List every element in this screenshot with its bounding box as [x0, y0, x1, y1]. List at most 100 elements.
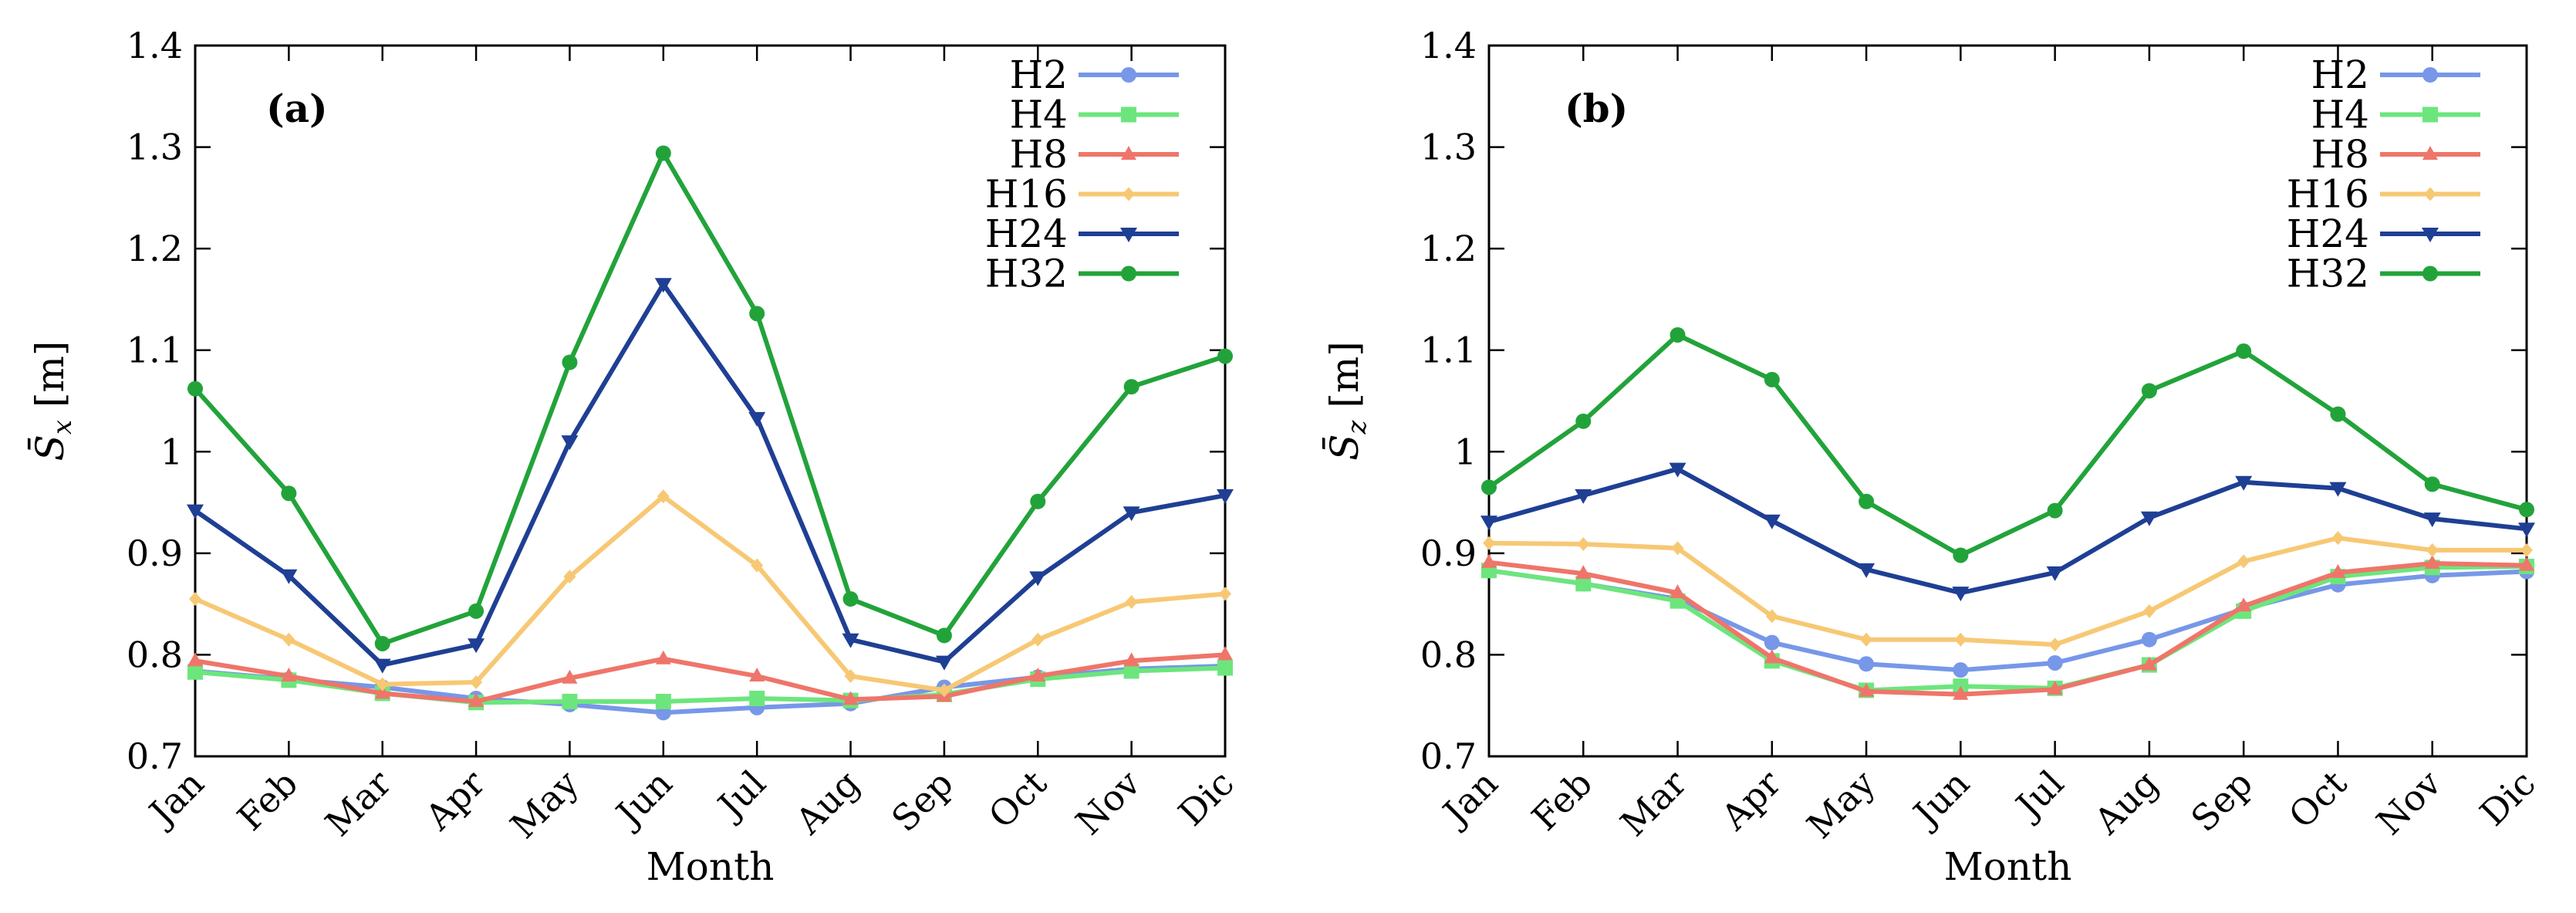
data-point: [2519, 502, 2534, 518]
data-point: [937, 683, 950, 698]
data-point: [2236, 597, 2252, 612]
x-tick-label: Jul: [708, 763, 774, 828]
data-point: [1483, 536, 1495, 550]
data-point: [2424, 555, 2440, 570]
data-point: [1670, 584, 1686, 599]
y-axis-title: S̄z [m]: [1322, 341, 1372, 461]
legend-marker: [2422, 228, 2439, 242]
data-point: [935, 655, 953, 671]
series-line: [1488, 560, 2527, 697]
data-point: [1764, 649, 1780, 664]
data-point: [187, 504, 204, 519]
x-axis-title: Month: [1944, 844, 2072, 889]
data-point: [936, 627, 952, 644]
data-point: [1577, 537, 1590, 552]
plot-frame: [1487, 44, 2528, 758]
y-axis-unit: [m]: [1322, 341, 1367, 420]
x-tick-label: Aug: [787, 763, 867, 843]
data-point: [1764, 634, 1780, 651]
legend-marker: [1121, 146, 1136, 160]
legend-marker: [1120, 228, 1137, 242]
series-line: [194, 652, 1226, 704]
y-tick-label: 0.8: [1420, 634, 1477, 675]
data-point: [468, 692, 484, 707]
data-point: [562, 693, 578, 709]
series-h32: [187, 145, 1233, 651]
series-h8: [187, 646, 1233, 707]
legend-label: H8: [1010, 132, 1068, 177]
y-tick-label: 0.8: [127, 634, 183, 675]
data-point: [563, 570, 576, 584]
data-point: [470, 675, 483, 689]
data-point: [1575, 565, 1592, 580]
data-point: [1219, 587, 1231, 601]
data-point: [2047, 681, 2063, 695]
data-point: [751, 558, 764, 573]
data-point: [2048, 637, 2061, 652]
y-axis-subscript: z: [1342, 419, 1372, 435]
legend-label: H32: [2287, 252, 2369, 296]
y-tick-label: 1.2: [127, 228, 183, 269]
legend-label: H8: [2311, 132, 2369, 177]
legend-label: H16: [2287, 172, 2369, 217]
y-axis-subscript: x: [47, 420, 78, 435]
series-h16: [1483, 531, 2533, 652]
data-point: [1952, 587, 1970, 602]
y-tick-label: 1: [160, 431, 183, 472]
data-point: [655, 650, 671, 664]
legend-label: H2: [1010, 52, 1068, 97]
data-point: [189, 592, 201, 607]
data-point: [1030, 493, 1046, 509]
data-point: [748, 411, 766, 427]
x-tick-label: Feb: [229, 763, 306, 839]
series-h2: [1481, 563, 2534, 678]
legend-marker: [1121, 67, 1136, 83]
x-tick-label: Apr: [417, 763, 493, 839]
data-point: [1954, 632, 1967, 647]
data-point: [1763, 514, 1781, 529]
data-point: [281, 485, 297, 502]
data-point: [657, 489, 670, 504]
y-tick-label: 1.3: [127, 127, 183, 168]
data-point: [468, 638, 485, 654]
data-point: [2330, 563, 2346, 578]
x-tick-label: Dic: [2472, 763, 2544, 834]
data-point: [187, 380, 203, 397]
data-point: [1481, 553, 1497, 568]
data-point: [1123, 506, 1140, 522]
y-axis-unit: [m]: [28, 341, 73, 420]
legend-label: H2: [2311, 52, 2369, 97]
x-tick-label: May: [502, 763, 586, 847]
data-point: [1217, 489, 1234, 504]
data-point: [2331, 531, 2345, 546]
data-point: [2235, 475, 2253, 491]
series-line: [1488, 564, 2527, 693]
data-point: [2046, 566, 2064, 581]
y-tick-label: 0.7: [127, 735, 183, 777]
series-h32: [1481, 326, 2534, 563]
data-point: [844, 669, 857, 684]
series-line: [1487, 333, 2527, 558]
y-tick-label: 0.9: [127, 533, 183, 574]
panel-label: (a): [266, 86, 328, 131]
legend-label: H32: [985, 252, 1068, 296]
data-point: [562, 354, 578, 370]
data-point: [1123, 379, 1139, 395]
data-point: [2236, 343, 2252, 360]
data-point: [2423, 512, 2441, 528]
data-point: [187, 664, 203, 680]
data-point: [1575, 489, 1592, 504]
legend-label: H4: [2311, 93, 2369, 137]
series-h16: [189, 489, 1231, 698]
series-line: [194, 494, 1226, 693]
legend-label: H24: [985, 211, 1068, 256]
data-point: [2519, 556, 2534, 571]
data-point: [2237, 554, 2250, 569]
data-point: [2424, 476, 2440, 492]
data-point: [2520, 543, 2533, 557]
x-tick-label: Oct: [981, 762, 1055, 837]
data-point: [374, 685, 390, 699]
